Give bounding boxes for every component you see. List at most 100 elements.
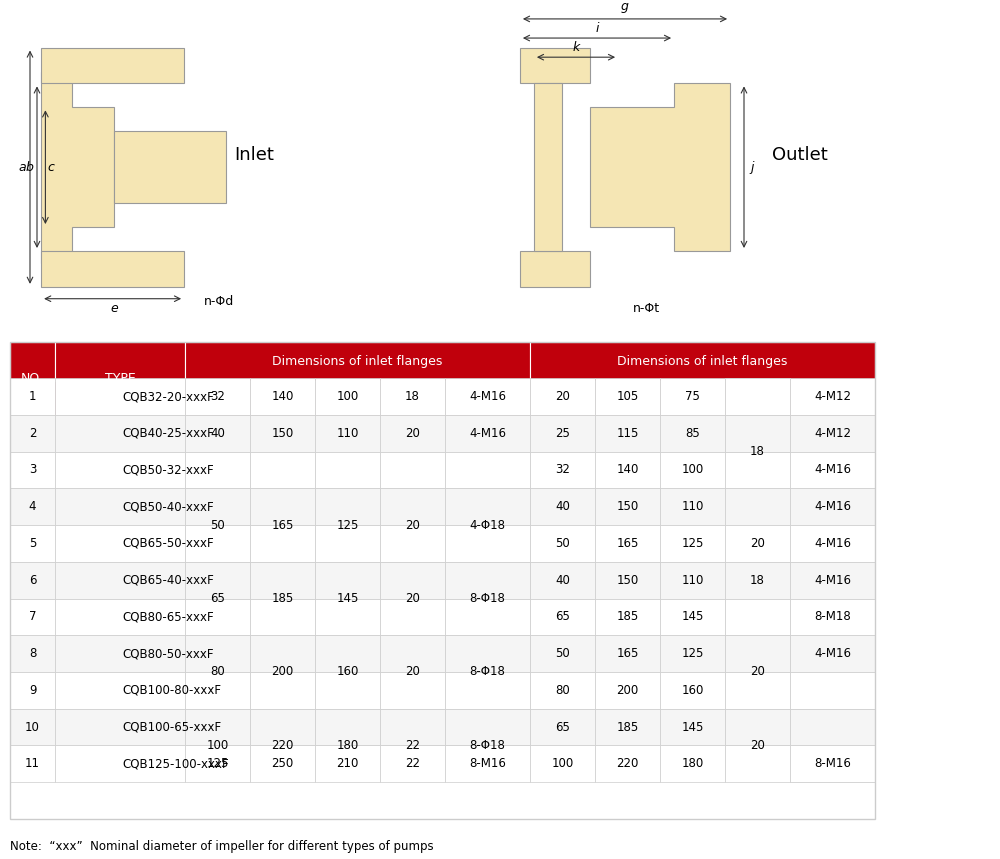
Bar	[790, 415, 875, 452]
Bar	[55, 635, 185, 672]
Bar	[445, 672, 530, 709]
Text: 7: 7	[29, 611, 36, 624]
Text: 100: 100	[551, 758, 574, 771]
Bar	[725, 452, 790, 488]
Bar	[315, 525, 380, 562]
Text: 110: 110	[681, 574, 704, 587]
Bar	[595, 635, 660, 672]
Bar	[185, 381, 250, 415]
Bar	[250, 452, 315, 488]
Bar	[595, 709, 660, 746]
Text: 22: 22	[405, 758, 420, 771]
Text: 150: 150	[271, 427, 294, 440]
Bar	[185, 672, 250, 709]
Bar	[315, 746, 380, 783]
Text: 40: 40	[555, 500, 570, 513]
Bar	[10, 342, 875, 819]
Text: 2: 2	[29, 427, 36, 440]
Bar	[530, 746, 595, 783]
Bar	[315, 635, 380, 672]
Text: 50: 50	[210, 519, 225, 532]
Bar	[725, 672, 790, 709]
Bar	[250, 488, 315, 525]
Bar	[790, 562, 875, 599]
Bar	[10, 452, 55, 488]
Text: i: i	[691, 392, 694, 405]
Text: 20: 20	[555, 390, 570, 403]
Bar	[250, 525, 315, 562]
Text: 11: 11	[25, 758, 40, 771]
Text: CQB40-25-xxxF: CQB40-25-xxxF	[122, 427, 214, 440]
Text: c: c	[47, 161, 54, 174]
Bar	[380, 746, 445, 783]
Bar	[660, 709, 725, 746]
Bar	[660, 525, 725, 562]
Text: CQB65-40-xxxF: CQB65-40-xxxF	[122, 574, 214, 587]
Bar	[725, 378, 790, 415]
Bar	[530, 488, 595, 525]
Text: 220: 220	[616, 758, 639, 771]
Text: 145: 145	[336, 592, 359, 605]
Bar	[10, 378, 55, 415]
Bar	[725, 709, 790, 746]
Bar	[250, 635, 315, 672]
Text: 100: 100	[206, 739, 229, 752]
Bar	[790, 635, 875, 672]
Text: 8-M16: 8-M16	[469, 758, 506, 771]
Bar	[185, 488, 250, 525]
Bar	[790, 488, 875, 525]
Bar	[250, 635, 315, 672]
Bar	[250, 452, 315, 488]
Bar	[250, 525, 315, 562]
Text: CQB100-80-xxxF: CQB100-80-xxxF	[122, 684, 222, 697]
Bar	[445, 488, 530, 525]
Bar	[595, 746, 660, 783]
Bar	[315, 381, 380, 415]
Bar	[530, 562, 595, 599]
Text: 180: 180	[681, 758, 704, 771]
Bar	[380, 635, 445, 672]
Polygon shape	[534, 83, 562, 251]
Text: Inlet: Inlet	[234, 146, 274, 164]
Bar	[790, 709, 875, 746]
Bar	[10, 525, 55, 562]
Bar	[185, 488, 250, 525]
Bar	[595, 452, 660, 488]
Bar	[445, 488, 530, 525]
Bar	[595, 381, 660, 415]
Bar	[660, 599, 725, 635]
Bar	[250, 381, 315, 415]
Text: CQB125-100-xxxF: CQB125-100-xxxF	[122, 758, 229, 771]
Bar	[250, 672, 315, 709]
Text: k: k	[559, 392, 566, 405]
Bar	[445, 635, 530, 672]
Bar	[315, 562, 380, 599]
Text: n-Φd: n-Φd	[472, 392, 503, 405]
Bar	[445, 452, 530, 488]
Text: Dimensions of inlet flanges: Dimensions of inlet flanges	[272, 355, 443, 368]
Text: 110: 110	[336, 427, 359, 440]
Bar	[445, 709, 530, 746]
Bar	[380, 381, 445, 415]
Text: Note:  “xxx”  Nominal diameter of impeller for different types of pumps: Note: “xxx” Nominal diameter of impeller…	[10, 840, 434, 853]
Text: 110: 110	[681, 500, 704, 513]
Text: CQB80-50-xxxF: CQB80-50-xxxF	[122, 647, 214, 660]
Bar	[595, 415, 660, 452]
Bar	[530, 709, 595, 746]
Bar	[790, 672, 875, 709]
Bar	[185, 709, 250, 746]
Bar	[250, 746, 315, 783]
Bar	[445, 415, 530, 452]
Text: b: b	[25, 161, 33, 174]
Text: 200: 200	[616, 684, 639, 697]
Bar	[725, 381, 790, 415]
Bar	[185, 525, 250, 562]
Text: 100: 100	[681, 464, 704, 477]
Text: 5: 5	[29, 537, 36, 550]
Bar	[725, 672, 790, 709]
Bar	[55, 599, 185, 635]
Text: 8: 8	[29, 647, 36, 660]
Text: Outlet: Outlet	[772, 146, 828, 164]
Text: k: k	[572, 41, 580, 54]
Text: 8-Φ18: 8-Φ18	[470, 592, 505, 605]
